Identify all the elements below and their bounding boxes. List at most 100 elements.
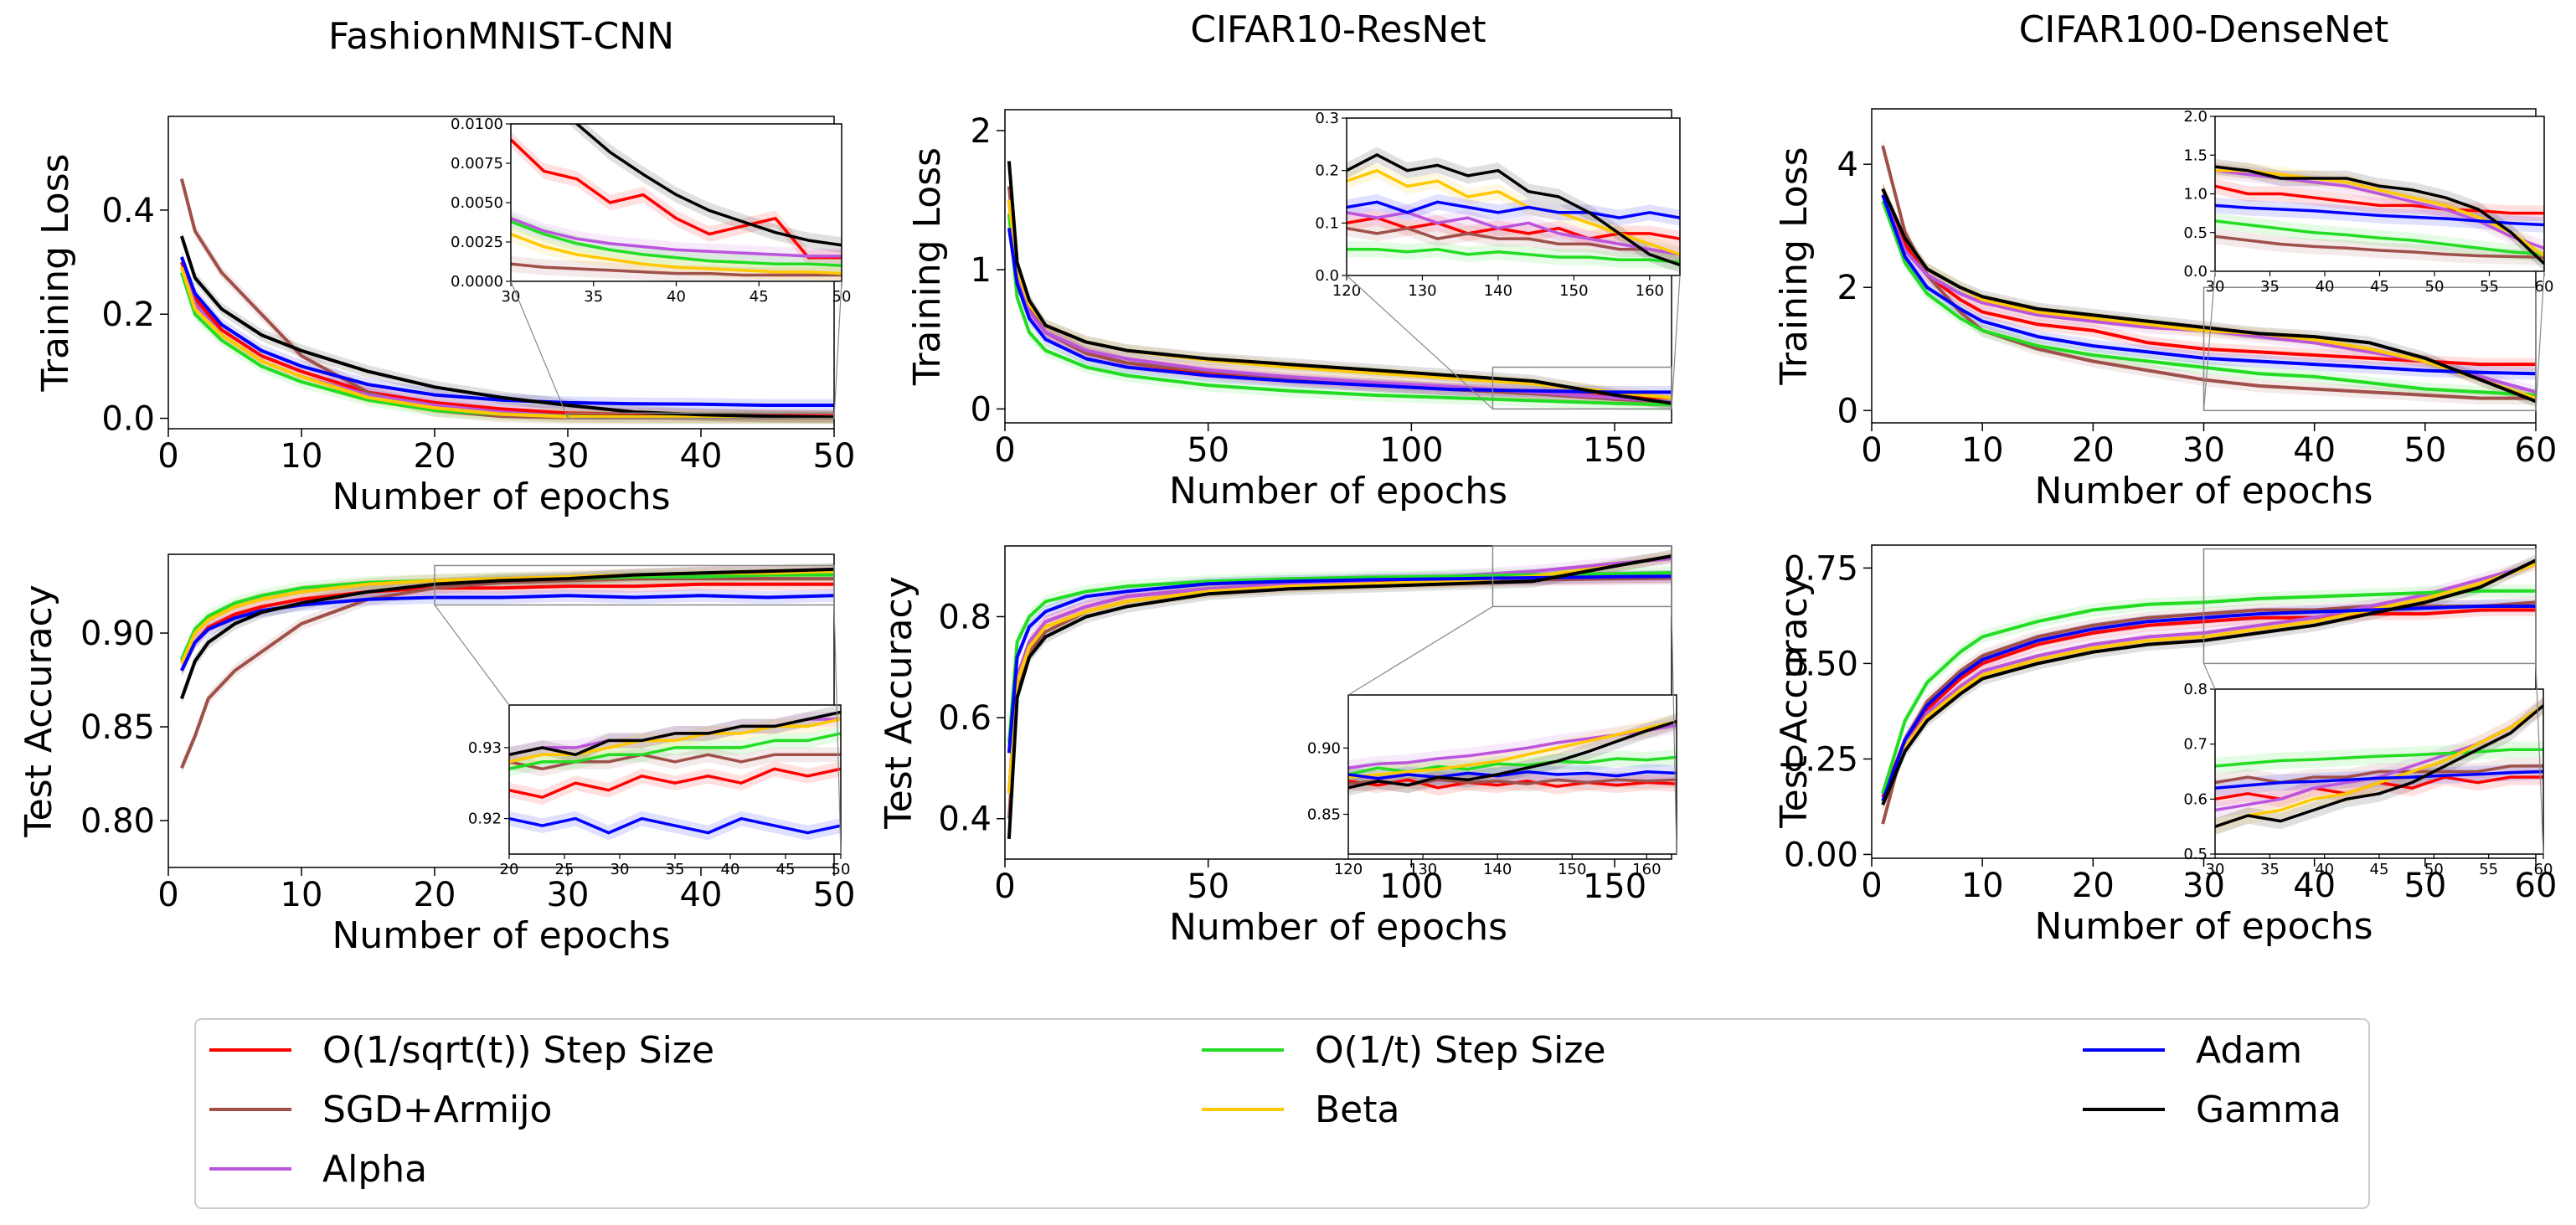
series-line-alpha — [1007, 557, 1672, 794]
inset-x-tick-label: 60 — [2535, 278, 2554, 296]
inset-y-tick-label: 0.7 — [2183, 736, 2208, 754]
series-line-o_sqrt — [180, 582, 834, 672]
inset-y-tick-label: 0.3 — [1315, 110, 1339, 127]
series-line-gamma — [179, 235, 835, 419]
inset-frame — [1347, 694, 1677, 855]
inset-series-line-adam — [2215, 769, 2543, 790]
zoom-connector — [1347, 605, 1493, 696]
inset-plot-area — [1348, 713, 1677, 796]
inset-x-tick-label: 45 — [2370, 861, 2389, 878]
inset-band-beta — [1347, 162, 1680, 263]
x-tick-label: 100 — [1379, 867, 1443, 906]
x-tick-label: 10 — [281, 876, 323, 914]
inset-y-tick-label: 0.0025 — [451, 234, 503, 251]
series-line-sgd_armijo — [180, 577, 834, 769]
legend-item-o_1t: O(1/t) Step Size — [1202, 1029, 1606, 1072]
series-line-beta — [179, 266, 834, 419]
inset-series-line-o_1t — [509, 732, 841, 771]
zoom-region — [1492, 545, 1672, 608]
x-tick-label: 50 — [813, 437, 856, 476]
inset-x-tick-label: 130 — [1408, 282, 1436, 300]
inset-series-line-alpha — [511, 217, 842, 258]
zoom-connector — [1671, 275, 1681, 409]
chart-panel-2: 0 10 20 30 40 50 60 0 2 4 Number of epochs Training… — [1773, 8, 2557, 512]
inset-x-tick-label: 160 — [1636, 282, 1664, 300]
inset-y-tick-label: 0.0 — [2183, 263, 2208, 281]
legend-item-alpha: Alpha — [209, 1148, 427, 1191]
inset-band-alpha — [2215, 162, 2544, 256]
inset-plot-area — [509, 705, 841, 841]
y-tick-label: 2 — [1837, 269, 1858, 307]
x-axis-label: Number of epochs — [1169, 470, 1507, 512]
x-tick-label: 100 — [1379, 431, 1443, 470]
inset-series-line-alpha — [1347, 211, 1680, 256]
inset-y-tick-label: 0.1 — [1315, 214, 1339, 232]
inset-band-alpha — [2215, 697, 2543, 819]
inset-series-line-beta — [2215, 704, 2543, 828]
x-tick-label: 0 — [157, 876, 178, 914]
inset-plot-area — [2215, 697, 2543, 835]
inset-series-line-gamma — [1348, 720, 1677, 790]
legend-item-adam: Adam — [2083, 1029, 2302, 1072]
inset-x-tick-label: 30 — [2206, 278, 2225, 296]
zoom-region — [2202, 548, 2537, 665]
y-tick-label: 0.8 — [938, 598, 992, 636]
inset-x-tick-label: 55 — [2479, 861, 2498, 878]
x-tick-label: 30 — [547, 876, 590, 914]
inset-series-line-sgd_armijo — [511, 262, 842, 277]
inset-x-tick-label: 35 — [2260, 861, 2280, 878]
y-tick-label: 0.80 — [80, 802, 155, 841]
inset-series-line-o_sqrt — [511, 138, 842, 260]
inset-axes: 30 35 40 45 50 55 60 0.0 0.5 1.0 1.5 2.0 — [2183, 108, 2553, 296]
x-tick-label: 30 — [2182, 867, 2225, 905]
series-line-o_sqrt — [1881, 188, 2536, 367]
y-tick-label: 0.50 — [1784, 645, 1858, 683]
series-line-o_1t — [1881, 200, 2537, 397]
inset-series-line-o_sqrt — [2215, 184, 2544, 215]
y-tick-label: 2 — [971, 112, 992, 151]
inset-y-tick-label: 2.0 — [2183, 108, 2208, 126]
y-axis-label: Test Accuracy — [878, 576, 920, 830]
inset-plot-area — [2215, 158, 2544, 271]
legend-item-gamma: Gamma — [2083, 1089, 2342, 1131]
series-line-gamma — [1881, 188, 2537, 404]
inset-y-tick-label: 1.5 — [2183, 147, 2208, 164]
band-adam — [1883, 188, 2536, 380]
x-tick-label: 30 — [2182, 431, 2225, 470]
y-tick-label: 0.90 — [80, 615, 155, 653]
band-beta — [1008, 193, 1672, 404]
chart-title: CIFAR100-DenseNet — [2019, 8, 2389, 51]
series-line-beta — [1881, 562, 2537, 806]
inset-y-tick-label: 0.90 — [1307, 739, 1341, 757]
inset-x-tick-label: 150 — [1558, 861, 1586, 878]
inset-y-tick-label: 0.0050 — [451, 194, 503, 212]
chart-title: CIFAR10-ResNet — [1190, 8, 1486, 51]
x-tick-label: 0 — [994, 867, 1015, 906]
zoom-connector — [1346, 275, 1493, 409]
inset-series-line-gamma — [574, 124, 842, 247]
inset-x-tick-label: 35 — [2260, 278, 2280, 296]
legend-label: O(1/t) Step Size — [1315, 1029, 1606, 1072]
chart-panel-3: 0 10 20 30 40 50 0.80 0.85 0.90 Number of epochs T… — [18, 553, 855, 957]
inset-band-beta — [511, 226, 842, 281]
series-line-adam — [1881, 605, 2536, 802]
zoom-connector — [434, 605, 510, 706]
y-tick-label: 0.85 — [80, 708, 155, 747]
inset-y-tick-label: 0.0100 — [451, 116, 503, 133]
y-tick-label: 0.75 — [1784, 549, 1858, 588]
inset-band-o_1t — [511, 214, 842, 274]
inset-series-line-o_1t — [1347, 247, 1680, 265]
inset-band-alpha — [509, 712, 841, 763]
x-tick-label: 30 — [547, 437, 590, 476]
x-axis-label: Number of epochs — [2034, 905, 2372, 948]
x-tick-label: 40 — [680, 876, 723, 914]
series-line-gamma — [1881, 558, 2537, 806]
inset-x-tick-label: 30 — [2206, 861, 2225, 878]
inset-x-tick-label: 50 — [2425, 278, 2445, 296]
inset-band-gamma — [1347, 147, 1680, 273]
inset-x-tick-label: 130 — [1409, 861, 1437, 878]
inset-band-alpha — [1348, 717, 1677, 776]
x-tick-label: 10 — [1961, 431, 2004, 470]
